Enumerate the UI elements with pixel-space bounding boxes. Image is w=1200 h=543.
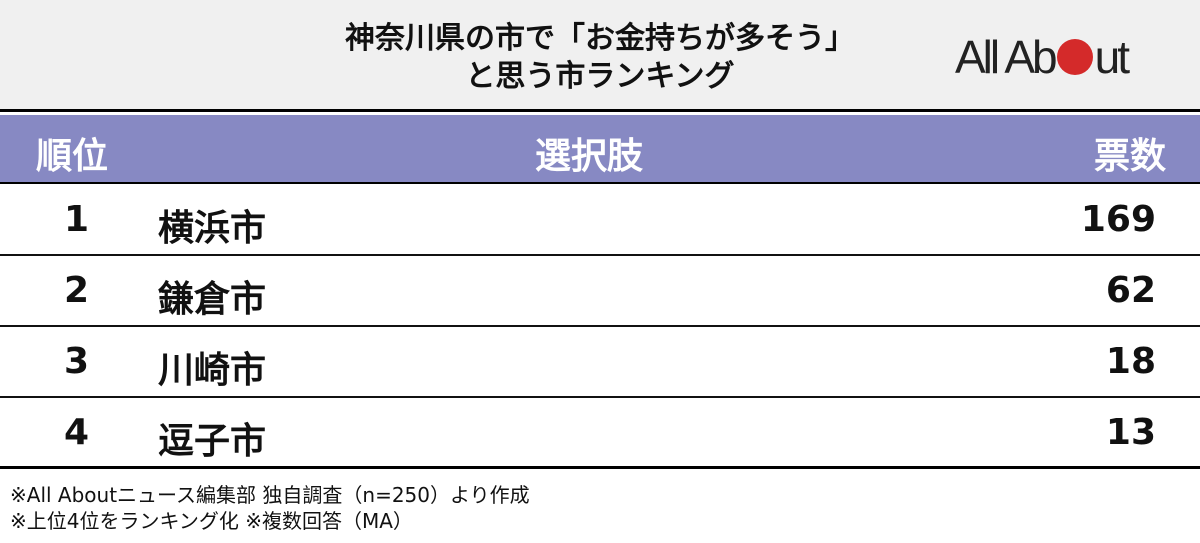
header-rank: 順位 [36,136,109,177]
all-about-logo: All Ab ut [955,31,1130,83]
vote-count: 62 [1105,270,1156,311]
table-row: 1 横浜市 169 [0,185,1200,256]
header-choice: 選択肢 [535,136,644,177]
title-banner: 神奈川県の市で「お金持ちが多そう」 と思う市ランキング All Ab ut [0,0,1200,112]
table-header: 順位 選択肢 票数 [0,115,1200,184]
rank: 2 [64,270,90,311]
footnote-method: ※上位4位をランキング化 ※複数回答（MA） [10,509,413,533]
title-line-2: と思う市ランキング [465,59,735,94]
table-row: 4 逗子市 13 [0,398,1200,469]
title-line-1: 神奈川県の市で「お金持ちが多そう」 [345,21,855,56]
city-name: 逗子市 [158,421,267,462]
rank: 1 [64,199,90,240]
city-name: 鎌倉市 [158,279,267,320]
footnote-source: ※All Aboutニュース編集部 独自調査（n=250）より作成 [10,483,530,507]
city-name: 横浜市 [158,208,267,249]
rank: 3 [64,341,90,382]
city-name: 川崎市 [158,350,267,391]
table-row: 2 鎌倉市 62 [0,256,1200,327]
header-votes: 票数 [1093,136,1166,177]
table-row: 3 川崎市 18 [0,327,1200,398]
vote-count: 169 [1080,199,1156,240]
rank: 4 [64,412,90,453]
vote-count: 18 [1105,341,1156,382]
logo-red-dot-icon [1056,39,1093,75]
footnotes: ※All Aboutニュース編集部 独自調査（n=250）より作成 ※上位4位を… [10,482,530,534]
vote-count: 13 [1105,412,1156,453]
page-title: 神奈川県の市で「お金持ちが多そう」 と思う市ランキング [260,20,940,96]
